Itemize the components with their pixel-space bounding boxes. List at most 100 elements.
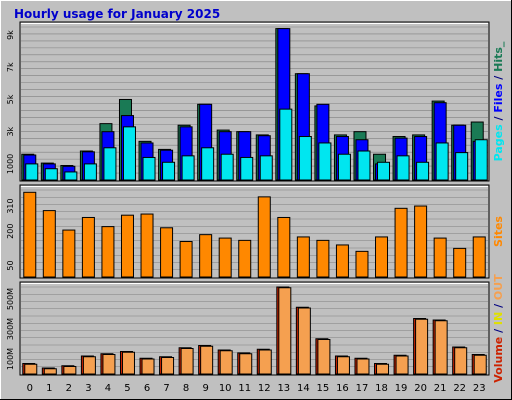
x-tick-label: 22: [453, 383, 466, 394]
bar-pages-19: [396, 155, 410, 181]
x-tick-label: 3: [85, 383, 91, 394]
bar-pages-11: [240, 156, 254, 181]
bar-sites-15: [316, 239, 330, 278]
x-tick-label: 20: [414, 383, 427, 394]
x-tick-label: 1: [46, 383, 52, 394]
y-tick-label: 310: [6, 198, 15, 213]
bar-sites-19: [394, 207, 408, 278]
bar-pages-10: [220, 153, 234, 181]
bar-sites-13: [277, 216, 291, 278]
x-tick-label: 13: [277, 383, 290, 394]
bar-sites-8: [179, 241, 193, 278]
bar-pages-16: [337, 153, 351, 181]
bar-volume-in-out-6: [141, 358, 155, 375]
bar-pages-9: [201, 147, 215, 181]
y-tick-label: 200: [6, 224, 15, 239]
bar-pages-6: [142, 156, 156, 181]
bar-pages-22: [455, 152, 469, 181]
bar-pages-2: [64, 171, 78, 181]
x-tick-label: 16: [336, 383, 349, 394]
bar-pages-7: [162, 161, 176, 181]
bar-volume-in-out-15: [317, 339, 331, 375]
x-tick-label: 7: [163, 383, 169, 394]
bar-volume-in-out-0: [24, 363, 38, 375]
bar-pages-1: [44, 168, 58, 181]
legend-part: /: [492, 113, 505, 125]
y-tick-label: 5k: [6, 94, 15, 104]
panel-frame: [19, 21, 490, 182]
chart-title: Hourly usage for January 2025: [14, 7, 220, 21]
bar-sites-16: [335, 244, 349, 278]
legend-part: /: [492, 72, 505, 84]
bar-sites-20: [414, 205, 428, 278]
x-tick-label: 6: [144, 383, 150, 394]
panel-traffic: 1000 3k 5k 7k 9k Pages / Files / Hits_: [6, 21, 505, 182]
y-tick-label: 3k: [6, 126, 15, 136]
x-tick-label: 23: [473, 383, 486, 394]
y-tick-label: 300M: [6, 318, 15, 340]
bar-sites-22: [453, 247, 467, 278]
legend-part: Volume: [492, 337, 505, 383]
x-tick-label: 9: [202, 383, 208, 394]
bar-volume-in-out-17: [356, 358, 370, 375]
bar-volume-in-out-20: [415, 318, 429, 375]
x-tick-label: 11: [238, 383, 251, 394]
x-tick-label: 0: [27, 383, 33, 394]
x-tick-label: 2: [66, 383, 72, 394]
bar-sites-14: [296, 236, 310, 278]
bar-volume-in-out-5: [121, 351, 135, 375]
x-tick-label: 12: [258, 383, 271, 394]
panel-legend-label: Pages / Files / Hits_: [492, 41, 505, 161]
bar-sites-10: [218, 237, 232, 278]
panel-legend-label: Sites: [492, 216, 505, 247]
panel-legend-label: Volume / IN / OUT: [492, 274, 505, 383]
bar-pages-3: [83, 163, 97, 181]
x-tick-label: 8: [183, 383, 189, 394]
legend-part: Hits_: [492, 41, 505, 72]
bar-volume-in-out-19: [395, 355, 409, 375]
bar-sites-21: [433, 237, 447, 278]
panel-volume: 100M 300M 500M Volume / IN / OUT: [6, 274, 505, 383]
legend-part: Files: [492, 83, 505, 113]
legend-part: OUT: [492, 274, 505, 300]
bar-volume-in-out-9: [200, 345, 214, 375]
bar-pages-13: [279, 108, 293, 181]
x-tick-label: 5: [124, 383, 130, 394]
x-tick-label: 17: [356, 383, 369, 394]
bar-volume-in-out-8: [180, 348, 194, 375]
bar-volume-in-out-11: [239, 353, 253, 375]
bar-pages-17: [357, 150, 371, 181]
bar-sites-4: [101, 226, 115, 278]
panel-sites: 50 200 310 Sites: [6, 184, 505, 279]
bar-volume-in-out-12: [258, 349, 272, 375]
bar-sites-9: [199, 234, 213, 278]
bar-volume-in-out-14: [297, 307, 311, 375]
bar-sites-3: [81, 216, 95, 278]
bar-volume-in-out-7: [161, 357, 175, 375]
bar-pages-12: [259, 155, 273, 181]
y-tick-label: 1000: [6, 154, 15, 174]
bar-sites-17: [355, 250, 369, 278]
bar-volume-in-out-13: [278, 287, 292, 375]
bar-pages-18: [377, 161, 391, 181]
x-tick-label: 19: [395, 383, 408, 394]
bar-volume-in-out-2: [63, 366, 77, 375]
bar-volume-in-out-23: [473, 354, 487, 375]
bar-sites-6: [140, 213, 154, 278]
bar-volume-in-out-16: [336, 356, 350, 375]
bar-volume-in-out-10: [219, 350, 233, 375]
bar-sites-18: [375, 236, 389, 278]
x-tick-label: 18: [375, 383, 388, 394]
legend-part: Sites: [492, 216, 505, 247]
bar-sites-11: [238, 239, 252, 278]
bar-pages-23: [474, 139, 488, 181]
bar-sites-7: [160, 227, 174, 278]
y-tick-label: 500M: [6, 288, 15, 310]
x-tick-label: 4: [105, 383, 111, 394]
bar-pages-8: [181, 155, 195, 181]
bar-pages-5: [122, 126, 136, 181]
x-tick-label: 10: [219, 383, 232, 394]
legend-part: /: [492, 300, 505, 312]
bar-volume-in-out-4: [102, 354, 116, 375]
